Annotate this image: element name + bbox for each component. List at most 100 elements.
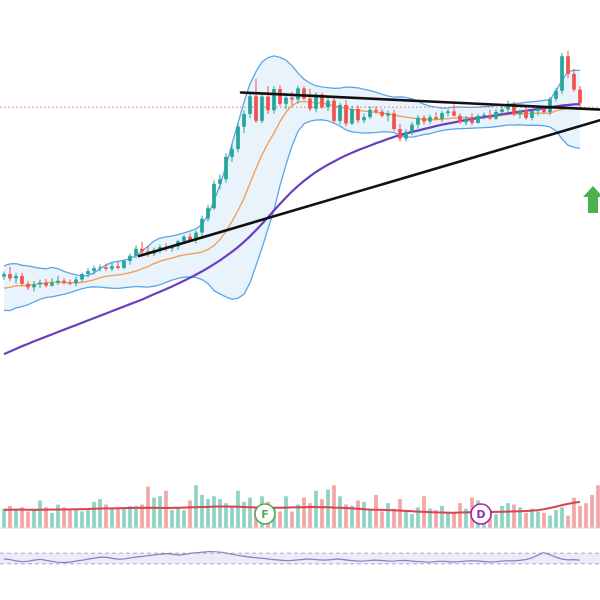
candle-body xyxy=(362,117,366,121)
candle xyxy=(338,102,342,125)
candle-body xyxy=(572,73,576,90)
candle xyxy=(134,245,138,259)
candle xyxy=(434,112,438,121)
volume-bar xyxy=(374,494,378,528)
candle xyxy=(518,109,522,119)
candle xyxy=(560,52,564,94)
up-arrow-icon xyxy=(583,186,600,213)
candle xyxy=(284,95,288,110)
volume-ma-line xyxy=(4,500,581,514)
candle-body xyxy=(332,100,336,121)
candle-body xyxy=(50,282,54,286)
volume-bar xyxy=(44,507,48,528)
candle-body xyxy=(302,88,306,99)
candle-body xyxy=(260,96,264,121)
candle xyxy=(356,105,360,123)
candle-body xyxy=(68,282,72,284)
candle xyxy=(428,114,432,125)
candle-body xyxy=(206,208,210,219)
rsi-line xyxy=(3,550,581,564)
volume-bar xyxy=(590,494,594,528)
volume-bar xyxy=(368,508,372,528)
candle xyxy=(260,92,264,123)
volume-bar xyxy=(458,503,462,528)
volume-bar xyxy=(236,490,240,528)
candle-body xyxy=(188,236,192,241)
volume-bar xyxy=(110,508,114,528)
candle-body xyxy=(524,110,528,119)
candle xyxy=(218,174,222,190)
volume-bar xyxy=(20,507,24,528)
trendline xyxy=(239,91,600,111)
candle-body xyxy=(410,124,414,132)
candle xyxy=(74,276,78,287)
volume-bar xyxy=(2,508,6,528)
volume-bar xyxy=(176,507,180,528)
candle-body xyxy=(20,276,24,284)
candle-body xyxy=(104,267,108,269)
volume-bar xyxy=(572,497,576,528)
candle xyxy=(8,266,12,281)
volume-bar xyxy=(50,512,54,528)
candle xyxy=(398,124,402,142)
candle xyxy=(38,279,42,289)
volume-bar xyxy=(128,505,132,528)
candle-body xyxy=(356,109,360,121)
candle xyxy=(494,109,498,121)
candle xyxy=(482,112,486,120)
candle xyxy=(404,129,408,142)
candle xyxy=(272,86,276,114)
candle xyxy=(422,115,426,125)
candle xyxy=(32,280,36,292)
candle-body xyxy=(62,280,66,283)
candle xyxy=(332,97,336,124)
event-marker-circle xyxy=(254,503,276,525)
candle-body xyxy=(284,97,288,104)
candle xyxy=(62,278,66,285)
volume-bar xyxy=(500,505,504,528)
volume-bar xyxy=(494,514,498,528)
candle xyxy=(14,272,18,284)
rsi-pane xyxy=(0,550,600,565)
candle xyxy=(302,86,306,101)
candle-body xyxy=(32,284,36,288)
candle-body xyxy=(476,115,480,123)
candle-body xyxy=(548,98,552,113)
candle xyxy=(446,109,450,117)
volume-bar xyxy=(38,500,42,528)
candle xyxy=(80,272,84,283)
volume-moving-average xyxy=(4,500,581,514)
volume-bar xyxy=(536,511,540,528)
volume-bar xyxy=(122,507,126,528)
candle-body xyxy=(434,117,438,119)
volume-bar xyxy=(152,497,156,528)
candle xyxy=(248,91,252,119)
volume-bar xyxy=(248,497,252,528)
rsi-band xyxy=(0,553,600,564)
volume-bar xyxy=(512,504,516,528)
volume-bar xyxy=(326,489,330,528)
candle-body xyxy=(26,283,30,288)
candle xyxy=(236,123,240,153)
candle xyxy=(326,97,330,112)
candle xyxy=(308,88,312,112)
candle xyxy=(524,105,528,120)
candle-body xyxy=(38,282,42,285)
volume-bar xyxy=(8,505,12,528)
candle xyxy=(440,111,444,123)
candle-body xyxy=(110,266,114,269)
candle-body xyxy=(440,113,444,119)
volume-bar xyxy=(344,504,348,528)
candle xyxy=(110,262,114,272)
candle xyxy=(392,109,396,132)
volume-bar xyxy=(566,515,570,528)
candle xyxy=(344,100,348,127)
candle-body xyxy=(248,96,252,114)
volume-bar xyxy=(362,501,366,528)
volume-bar xyxy=(446,511,450,528)
volume-bar xyxy=(452,512,456,528)
candle-body xyxy=(326,100,330,107)
candle xyxy=(350,105,354,125)
candle-body xyxy=(368,109,372,118)
volume-bar xyxy=(560,507,564,528)
